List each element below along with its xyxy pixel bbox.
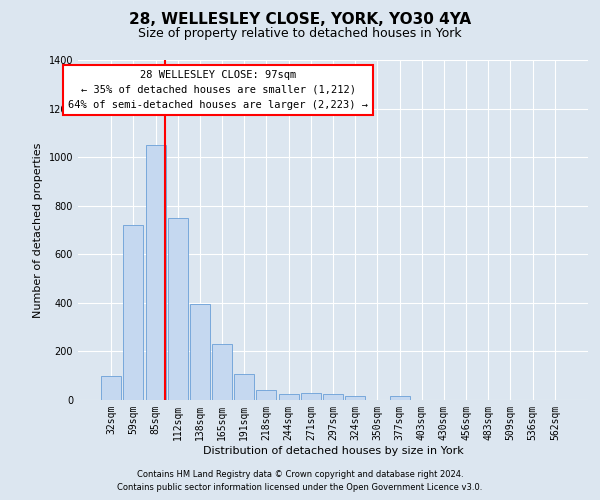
Bar <box>345 396 365 400</box>
Text: 28 WELLESLEY CLOSE: 97sqm
← 35% of detached houses are smaller (1,212)
64% of se: 28 WELLESLEY CLOSE: 97sqm ← 35% of detac… <box>68 70 368 110</box>
Bar <box>168 218 188 400</box>
Text: Size of property relative to detached houses in York: Size of property relative to detached ho… <box>138 28 462 40</box>
Bar <box>256 390 277 400</box>
X-axis label: Distribution of detached houses by size in York: Distribution of detached houses by size … <box>203 446 463 456</box>
Text: Contains HM Land Registry data © Crown copyright and database right 2024.
Contai: Contains HM Land Registry data © Crown c… <box>118 470 482 492</box>
Bar <box>124 225 143 400</box>
Bar <box>323 394 343 400</box>
Bar <box>234 374 254 400</box>
Bar <box>389 396 410 400</box>
Bar <box>101 376 121 400</box>
Text: 28, WELLESLEY CLOSE, YORK, YO30 4YA: 28, WELLESLEY CLOSE, YORK, YO30 4YA <box>129 12 471 28</box>
Bar <box>278 394 299 400</box>
Bar <box>190 304 210 400</box>
Bar <box>301 394 321 400</box>
Bar <box>212 344 232 400</box>
Y-axis label: Number of detached properties: Number of detached properties <box>33 142 43 318</box>
Bar <box>146 145 166 400</box>
